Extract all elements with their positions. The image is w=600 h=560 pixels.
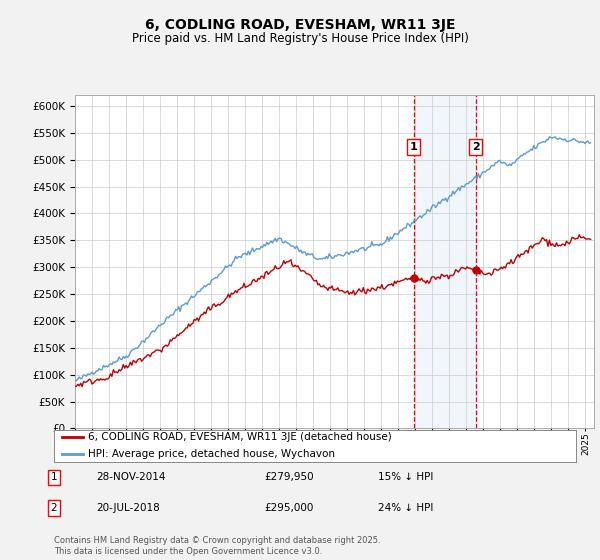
Text: 6, CODLING ROAD, EVESHAM, WR11 3JE: 6, CODLING ROAD, EVESHAM, WR11 3JE bbox=[145, 18, 455, 32]
Text: 1: 1 bbox=[50, 472, 58, 482]
Text: Contains HM Land Registry data © Crown copyright and database right 2025.
This d: Contains HM Land Registry data © Crown c… bbox=[54, 536, 380, 556]
Text: 15% ↓ HPI: 15% ↓ HPI bbox=[378, 472, 433, 482]
Text: 2: 2 bbox=[472, 142, 479, 152]
Text: £295,000: £295,000 bbox=[264, 503, 313, 513]
Text: 1: 1 bbox=[410, 142, 418, 152]
Text: 28-NOV-2014: 28-NOV-2014 bbox=[96, 472, 166, 482]
Text: 6, CODLING ROAD, EVESHAM, WR11 3JE (detached house): 6, CODLING ROAD, EVESHAM, WR11 3JE (deta… bbox=[88, 432, 392, 442]
Text: Price paid vs. HM Land Registry's House Price Index (HPI): Price paid vs. HM Land Registry's House … bbox=[131, 32, 469, 45]
Text: 24% ↓ HPI: 24% ↓ HPI bbox=[378, 503, 433, 513]
Text: 2: 2 bbox=[50, 503, 58, 513]
Text: 20-JUL-2018: 20-JUL-2018 bbox=[96, 503, 160, 513]
Text: HPI: Average price, detached house, Wychavon: HPI: Average price, detached house, Wych… bbox=[88, 449, 335, 459]
Bar bbox=[414, 95, 476, 428]
Text: £279,950: £279,950 bbox=[264, 472, 314, 482]
